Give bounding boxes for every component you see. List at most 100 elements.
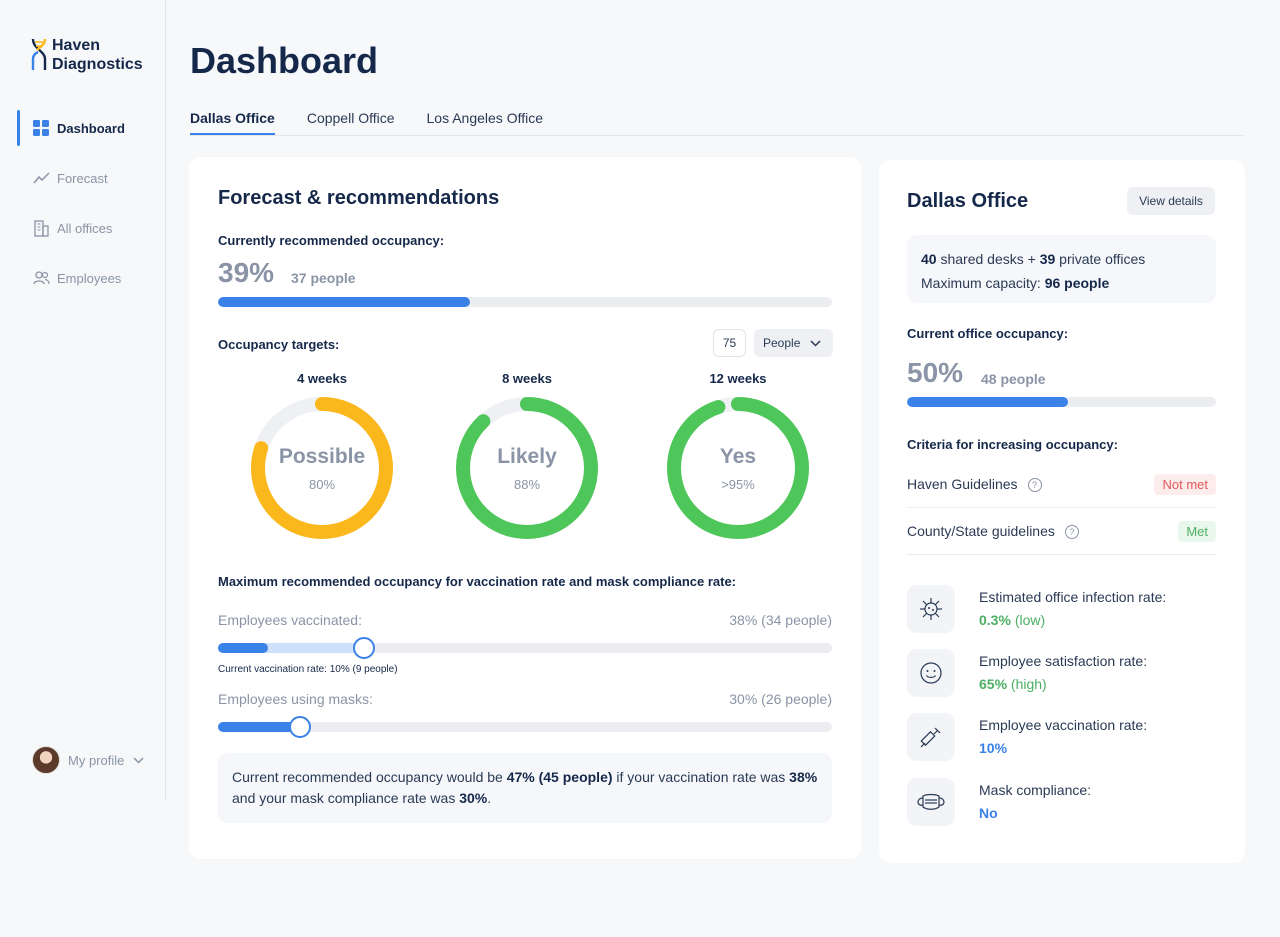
status-badge: Not met (1154, 473, 1216, 495)
brand-name: Haven Diagnostics (52, 36, 143, 74)
sidebar-item-forecast[interactable]: Forecast (0, 160, 165, 196)
building-icon (32, 219, 50, 237)
sidebar-item-label: Dashboard (57, 120, 125, 136)
vaccinated-value: 38% (34 people) (729, 612, 832, 628)
masks-slider-fill (218, 722, 304, 732)
criteria-name: County/State guidelines (907, 522, 1055, 539)
brand-line-2: Diagnostics (52, 56, 143, 73)
tab-coppell-office[interactable]: Coppell Office (306, 110, 395, 126)
status-badge: Met (1178, 520, 1216, 542)
current-occupancy-people: 48 people (981, 371, 1046, 387)
donut-period: 8 weeks (502, 371, 552, 386)
recommended-occupancy-bar (218, 297, 832, 307)
sidebar-item-dashboard[interactable]: Dashboard (0, 110, 165, 146)
office-title: Dallas Office (907, 190, 1029, 212)
stat-qualifier: (low) (1014, 612, 1046, 628)
target-unit-select[interactable]: People (754, 329, 833, 357)
vaccinated-slider-thumb[interactable] (352, 637, 375, 659)
note-text: . (487, 790, 492, 806)
masks-label: Employees using masks: (218, 691, 373, 707)
vaccinated-label: Employees vaccinated: (218, 612, 362, 628)
helix-logo-icon (31, 38, 47, 70)
profile-menu[interactable]: My profile (32, 746, 144, 774)
tab-los-angeles-office[interactable]: Los Angeles Office (426, 110, 543, 126)
donut-period: 12 weeks (709, 371, 767, 386)
forecast-title: Forecast & recommendations (218, 187, 500, 209)
logo[interactable]: Haven Diagnostics (30, 36, 143, 74)
max-capacity-value: 96 people (1044, 275, 1110, 291)
chevron-down-icon (810, 339, 821, 347)
note-vaccination: 38% (789, 769, 818, 785)
current-occupancy-bar (907, 397, 1216, 407)
recommended-occupancy-label: Currently recommended occupancy: (218, 233, 445, 248)
info-text: Maximum capacity: (921, 275, 1045, 291)
masks-value: 30% (26 people) (729, 691, 832, 707)
info-text: shared desks + (936, 251, 1040, 267)
target-number-input[interactable]: 75 (713, 329, 746, 357)
donut-label: Possible (278, 444, 366, 468)
stat-satisfaction-rate: Employee satisfaction rate: 65% (high) (907, 649, 1216, 697)
donut-value: 88% (513, 476, 541, 492)
note-text: if your vaccination rate was (612, 769, 790, 785)
donut-arc (667, 397, 809, 539)
criteria-row-haven: Haven Guidelines? Not met (907, 461, 1216, 508)
donut-label: Yes (719, 444, 757, 468)
criteria-label: Criteria for increasing occupancy: (907, 437, 1118, 452)
note-occupancy: 47% (45 people) (506, 769, 613, 785)
masks-slider-track[interactable] (218, 722, 832, 732)
stat-qualifier: (high) (1010, 676, 1047, 692)
page-title: Dashboard (190, 40, 379, 81)
profile-label: My profile (68, 752, 125, 768)
office-card: Dallas Office View details 40 shared des… (879, 160, 1245, 863)
current-occupancy-percent: 50% (907, 357, 964, 388)
people-icon (32, 269, 50, 287)
criteria-row-county: County/State guidelines? Met (907, 508, 1216, 555)
donut-value: 80% (308, 476, 336, 492)
stat-label: Employee satisfaction rate: (979, 653, 1148, 669)
donut-period: 4 weeks (297, 371, 347, 386)
sidebar-item-label: All offices (57, 220, 113, 236)
trend-line-icon (32, 169, 50, 187)
stat-infection-rate: Estimated office infection rate: 0.3% (l… (907, 585, 1216, 633)
masks-slider-thumb[interactable] (288, 716, 311, 738)
stat-value: 10% (979, 740, 1008, 756)
recommended-occupancy-people: 37 people (291, 270, 356, 286)
donut-arc (251, 397, 393, 539)
view-details-button[interactable]: View details (1127, 187, 1215, 215)
sidebar-item-all-offices[interactable]: All offices (0, 210, 165, 246)
chevron-down-icon (133, 756, 144, 764)
target-unit-value: People (763, 336, 801, 350)
stat-value: 0.3% (979, 612, 1011, 628)
stat-vaccination-rate: Employee vaccination rate: 10% (907, 713, 1216, 761)
mask-icon (907, 778, 955, 826)
donut-chart (456, 397, 598, 539)
sidebar-nav: Dashboard Forecast All offices Employees (0, 110, 165, 310)
tab-dallas-office[interactable]: Dallas Office (190, 110, 275, 135)
occupancy-targets-label: Occupancy targets: (218, 337, 340, 352)
smiley-icon (907, 649, 955, 697)
current-vaccination-fill (218, 643, 268, 653)
donut-arc (456, 397, 598, 539)
donut-8-weeks: 8 weeks Likely 88% (447, 371, 607, 540)
note-text: and your mask compliance rate was (232, 790, 460, 806)
recommended-occupancy-fill (218, 297, 470, 307)
donut-4-weeks: 4 weeks Possible 80% (242, 371, 402, 540)
forecast-card: Forecast & recommendations Currently rec… (189, 157, 861, 859)
recommendation-note: Current recommended occupancy would be 4… (218, 753, 832, 823)
vaccinated-slider-track[interactable] (218, 643, 832, 653)
stat-mask-compliance: Mask compliance: No (907, 778, 1216, 826)
help-icon[interactable]: ? (1027, 478, 1042, 493)
private-offices-count: 39 (1039, 251, 1056, 267)
stat-value: No (979, 805, 998, 821)
stat-label: Estimated office infection rate: (979, 589, 1167, 605)
help-icon[interactable]: ? (1064, 525, 1079, 540)
sidebar-item-label: Forecast (57, 170, 108, 186)
criteria-name: Haven Guidelines (907, 475, 1018, 492)
info-text: private offices (1055, 251, 1146, 267)
note-text: Current recommended occupancy would be (232, 769, 507, 785)
brand-line-1: Haven (52, 37, 101, 54)
syringe-icon (907, 713, 955, 761)
recommended-occupancy-percent: 39% (218, 257, 275, 288)
grid-icon (32, 119, 50, 137)
sidebar-item-employees[interactable]: Employees (0, 260, 165, 296)
